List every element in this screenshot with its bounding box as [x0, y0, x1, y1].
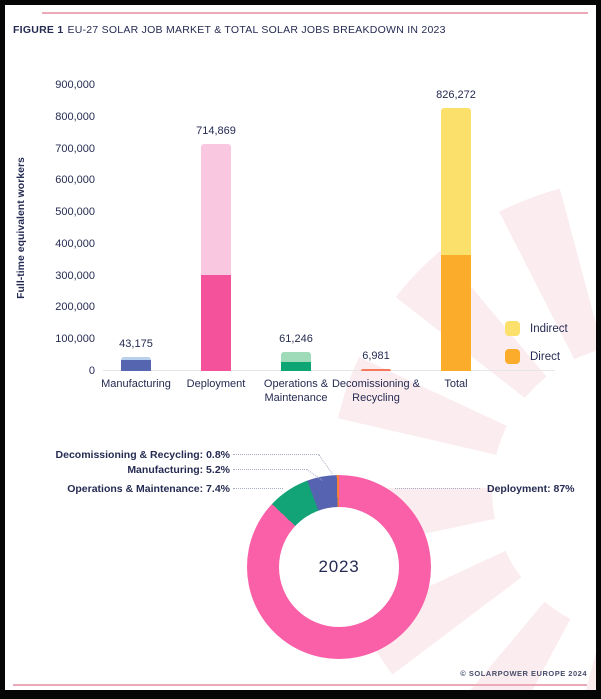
bar-segment-direct [121, 360, 151, 371]
y-axis-tick-label: 100,000 [55, 333, 95, 346]
bar-segment-direct [281, 361, 311, 371]
accent-rule-bottom [13, 684, 587, 686]
x-axis-category-label: Decomissioning & Recycling [331, 378, 421, 404]
bar-deployment [201, 143, 231, 371]
y-axis-title: Full-time equivalent workers [15, 157, 27, 299]
x-axis-category-label: Manufacturing [101, 378, 171, 390]
bar-segment-indirect [121, 357, 151, 361]
bar-value-label: 826,272 [436, 89, 476, 102]
y-axis-tick-label: 400,000 [55, 237, 95, 250]
donut-center-label: 2023 [318, 557, 360, 576]
bar-decommissioning-recycling [361, 368, 391, 371]
x-axis-category-label: Total [444, 378, 468, 390]
bar-segment-indirect [281, 351, 311, 362]
x-axis-category-label: Deployment [186, 378, 246, 390]
leader-line-operations-maintenance [233, 488, 283, 489]
y-axis-tick-label: 0 [88, 364, 95, 377]
bar-total [441, 108, 471, 371]
y-axis-tick-label: 600,000 [55, 174, 95, 187]
y-axis-tick-label: 800,000 [55, 110, 95, 123]
bar-value-label: 714,869 [196, 124, 236, 137]
legend-item-direct: Direct [505, 349, 568, 364]
y-axis-tick-label: 300,000 [55, 269, 95, 282]
figure-title-text: EU-27 SOLAR JOB MARKET & TOTAL SOLAR JOB… [67, 24, 446, 36]
figure-number: FIGURE 1 [13, 24, 64, 36]
legend-swatch-indirect [505, 321, 520, 336]
copyright-text: © SOLARPOWER EUROPE 2024 [460, 669, 587, 678]
bar-manufacturing [121, 357, 151, 371]
bar-segment-indirect [441, 108, 471, 255]
leader-line-deployment [395, 488, 480, 489]
x-axis-category-label: Operations & Maintenance [263, 378, 329, 404]
y-axis-tick-label: 700,000 [55, 142, 95, 155]
donut-hole: 2023 [279, 507, 399, 627]
accent-rule-top [42, 12, 588, 14]
leader-line-decommissioning [233, 454, 319, 455]
x-axis-baseline [103, 370, 555, 371]
bar-value-label: 43,175 [119, 338, 153, 351]
leader-line-decommissioning-diagonal [318, 454, 333, 475]
legend: Indirect Direct [505, 321, 568, 377]
legend-label-indirect: Indirect [530, 322, 568, 335]
legend-swatch-direct [505, 349, 520, 364]
y-axis-tick-label: 200,000 [55, 301, 95, 314]
pie-label-operations-maintenance: Operations & Maintenance: 7.4% [67, 483, 230, 495]
figure-title: FIGURE 1 EU-27 SOLAR JOB MARKET & TOTAL S… [13, 24, 446, 37]
bar-segment-direct [201, 275, 231, 371]
donut-chart: 2023 [247, 475, 431, 659]
legend-item-indirect: Indirect [505, 321, 568, 336]
y-axis-tick-label: 500,000 [55, 206, 95, 219]
bar-operations-maintenance [281, 351, 311, 371]
pie-label-deployment: Deployment: 87% [487, 483, 575, 495]
y-axis-tick-labels: 900,000 800,000 700,000 600,000 500,000 … [30, 79, 95, 377]
y-axis-tick-label: 900,000 [55, 79, 95, 91]
bar-segment-direct [361, 368, 391, 371]
bar-value-label: 61,246 [279, 332, 313, 345]
legend-label-direct: Direct [530, 350, 561, 363]
bar-segment-indirect [201, 143, 231, 275]
pie-label-manufacturing: Manufacturing: 5.2% [127, 464, 230, 476]
pie-label-decommissioning: Decomissioning & Recycling: 0.8% [55, 449, 230, 461]
bar-segment-direct [441, 255, 471, 371]
leader-line-manufacturing [233, 469, 307, 470]
bar-value-label: 6,981 [362, 349, 390, 362]
